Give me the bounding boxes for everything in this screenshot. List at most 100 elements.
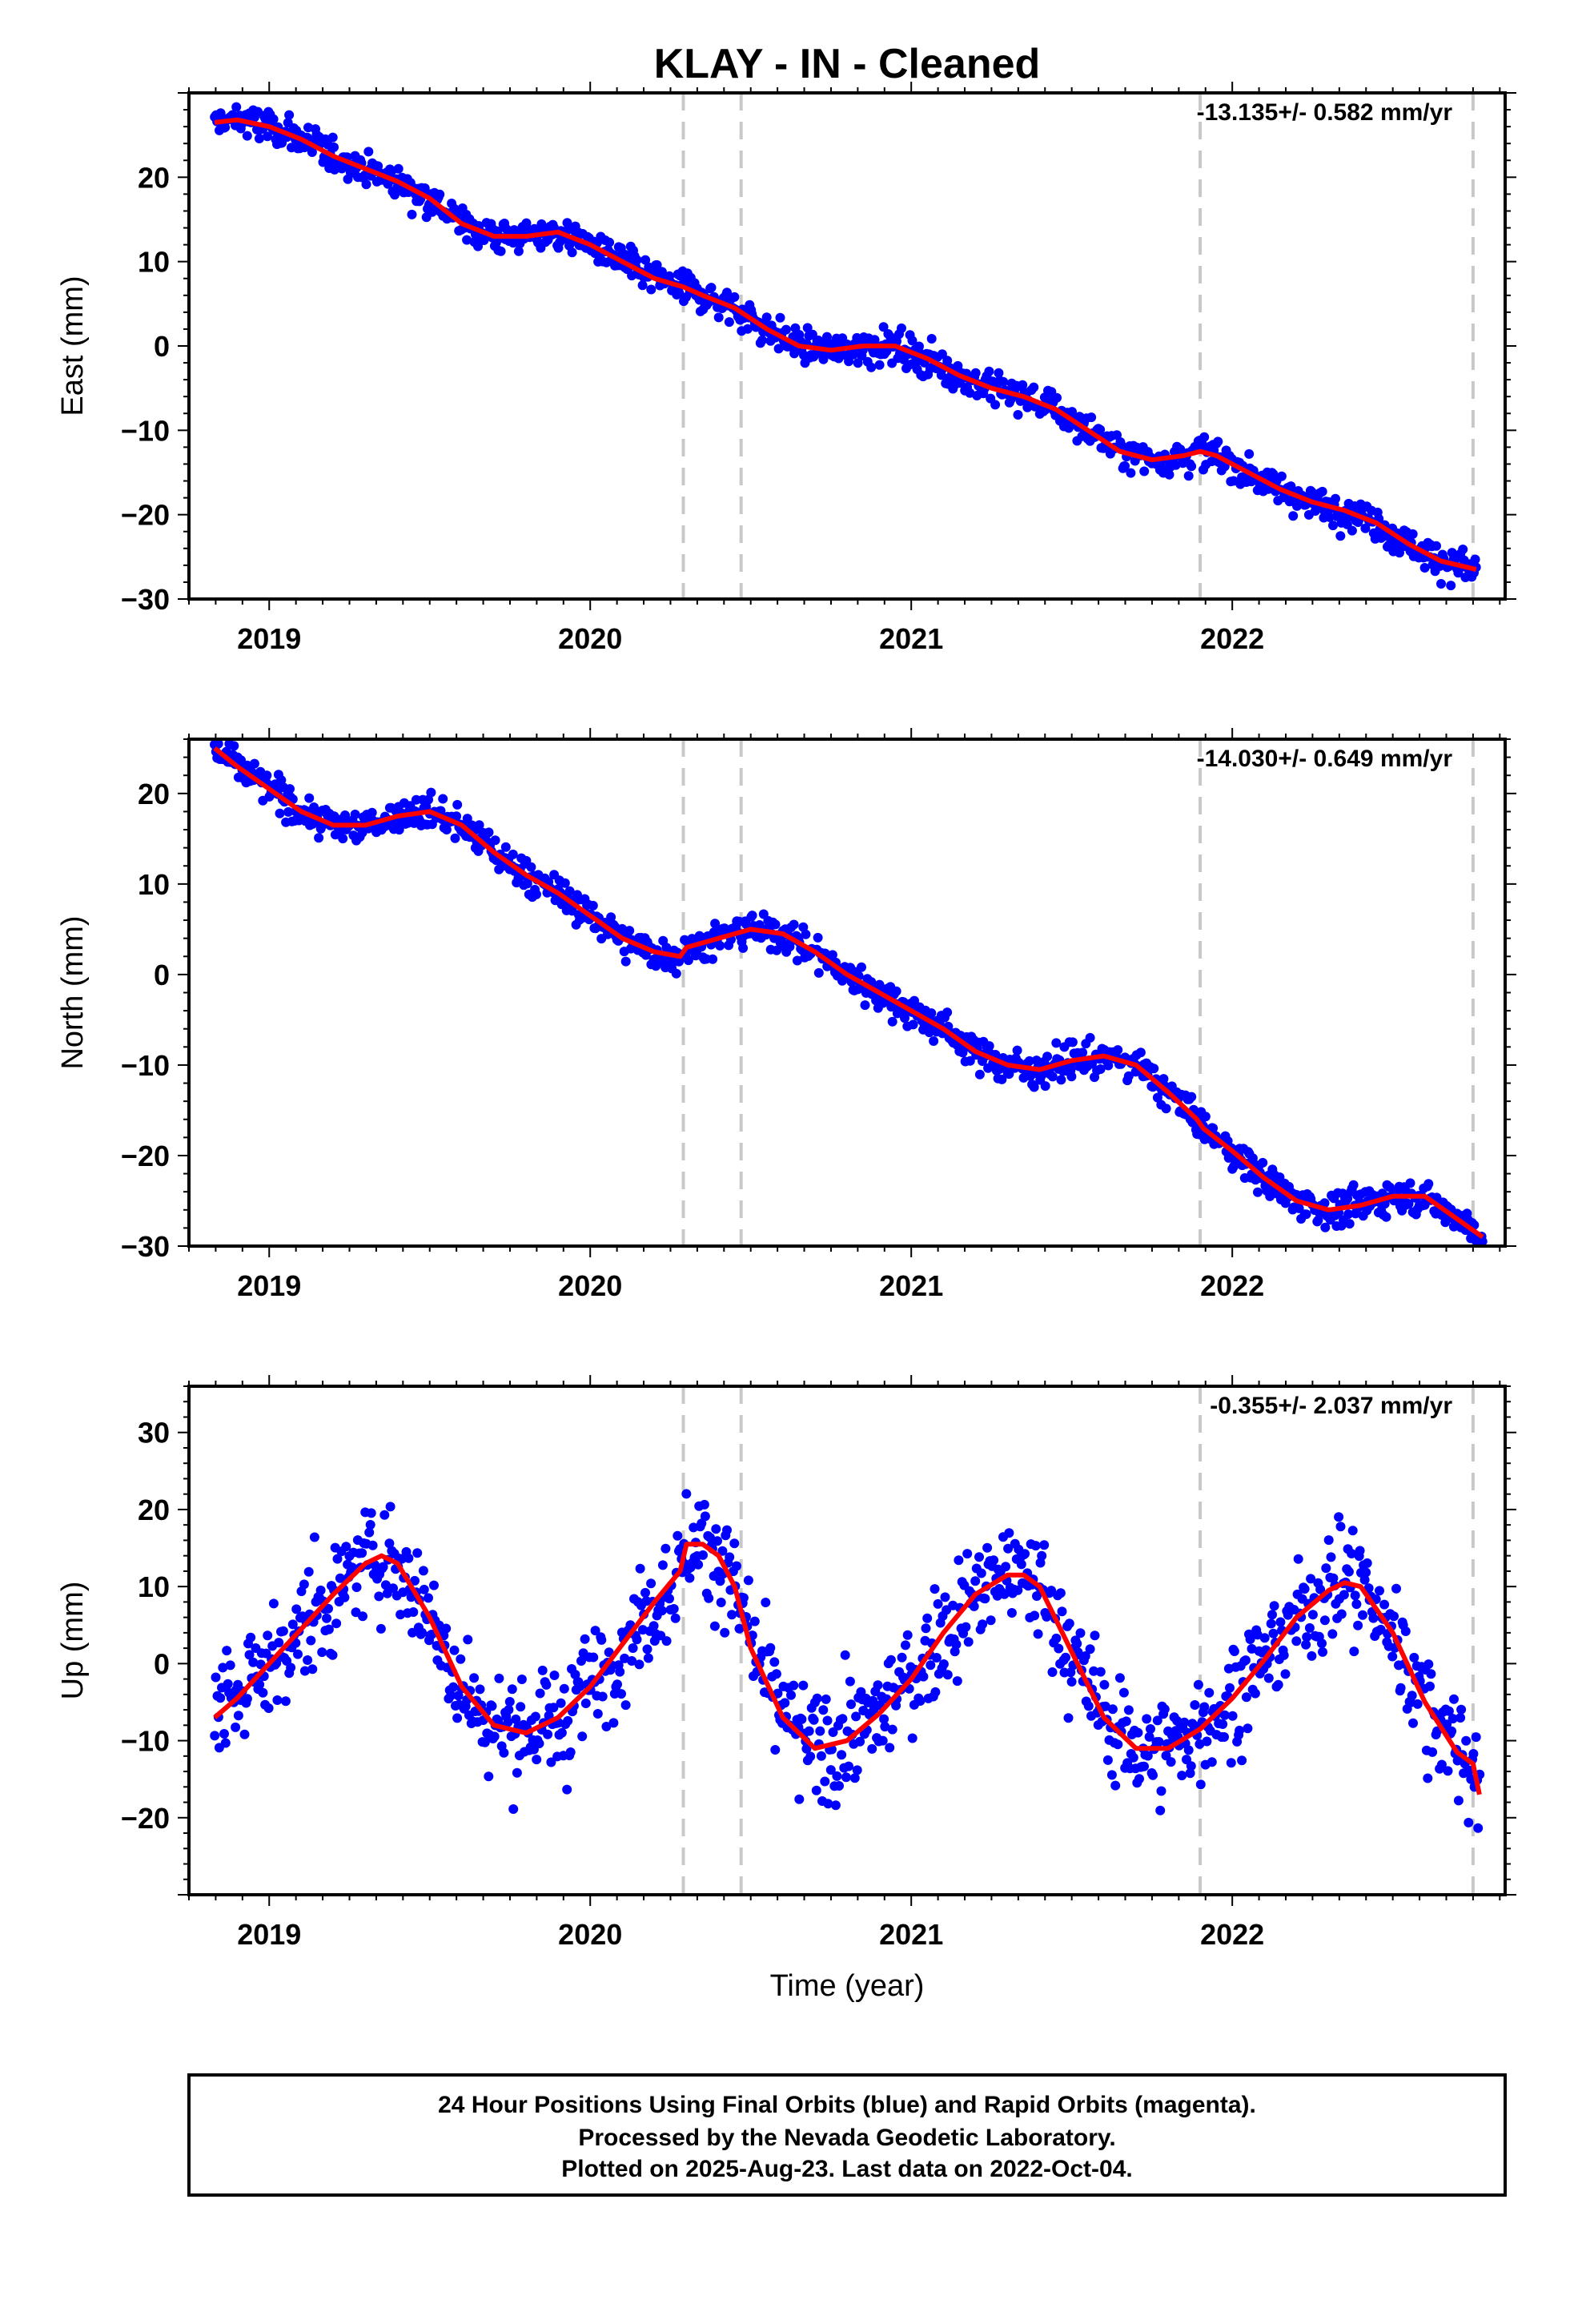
data-point xyxy=(887,1016,897,1027)
data-point xyxy=(926,334,937,344)
data-point xyxy=(942,1670,953,1680)
data-point xyxy=(1095,424,1106,435)
data-point xyxy=(246,1632,256,1642)
footer-line-2: Processed by the Nevada Geodetic Laborat… xyxy=(578,2125,1115,2151)
data-point xyxy=(717,1546,728,1556)
data-point xyxy=(1155,1805,1166,1815)
data-point xyxy=(1102,1755,1113,1765)
data-point xyxy=(338,834,348,844)
data-point xyxy=(999,1589,1010,1599)
data-point xyxy=(307,147,317,157)
data-point xyxy=(710,919,721,929)
data-point xyxy=(846,1699,856,1710)
data-point xyxy=(484,1771,494,1782)
data-point xyxy=(833,353,844,364)
data-point xyxy=(475,1684,485,1695)
data-point xyxy=(989,1555,999,1566)
data-point xyxy=(341,1542,351,1552)
data-point xyxy=(652,259,662,270)
data-point xyxy=(1064,1618,1074,1629)
data-point xyxy=(984,366,994,376)
data-point xyxy=(1442,1719,1452,1730)
data-point xyxy=(1471,1732,1481,1743)
data-point xyxy=(248,1657,259,1667)
y-tick-label: 30 xyxy=(138,1417,170,1449)
data-point xyxy=(1152,1715,1162,1726)
data-point xyxy=(840,1650,850,1660)
data-point xyxy=(429,1580,439,1590)
east-panel: 2019 2020 2021 2022 −30 −20 −10 0 10 20 East (mm) -… xyxy=(56,82,1516,655)
data-point xyxy=(504,1705,514,1715)
data-point xyxy=(769,1657,780,1667)
data-point xyxy=(822,332,832,342)
data-point xyxy=(588,900,598,911)
data-point xyxy=(1250,1688,1260,1699)
data-point xyxy=(970,1576,981,1586)
data-point xyxy=(1029,1082,1039,1092)
data-point xyxy=(897,1652,907,1663)
data-point xyxy=(418,1566,428,1576)
data-point xyxy=(812,1693,822,1703)
data-point xyxy=(830,1800,841,1811)
velocity-annotation: -14.030+/- 0.649 mm/yr xyxy=(1197,746,1453,772)
data-point xyxy=(1324,512,1335,522)
x-tick-label: 2020 xyxy=(558,1269,622,1302)
data-point xyxy=(1301,1209,1311,1220)
data-point xyxy=(564,886,575,896)
data-point xyxy=(390,190,400,200)
data-point xyxy=(849,1773,860,1783)
data-point xyxy=(1013,410,1023,420)
data-point xyxy=(693,1559,704,1570)
data-point xyxy=(380,1580,391,1590)
y-tick-label: −10 xyxy=(121,414,170,447)
data-point xyxy=(1241,1692,1251,1703)
data-point xyxy=(732,1561,741,1571)
data-point xyxy=(974,1552,984,1562)
data-point xyxy=(1039,1540,1050,1550)
data-point xyxy=(1347,1526,1358,1536)
data-point xyxy=(335,1573,345,1583)
data-point xyxy=(299,1579,309,1590)
data-point xyxy=(1095,1064,1106,1074)
data-point xyxy=(388,1583,398,1594)
data-point xyxy=(851,1711,861,1722)
data-point xyxy=(535,1688,545,1699)
data-point xyxy=(818,354,829,364)
data-point xyxy=(794,1794,805,1804)
data-point xyxy=(1347,525,1357,536)
data-point xyxy=(930,1687,941,1697)
data-point xyxy=(978,1619,988,1630)
data-point xyxy=(567,247,577,258)
data-point xyxy=(681,1489,692,1499)
data-point xyxy=(646,284,656,295)
data-point xyxy=(516,1675,527,1684)
data-point xyxy=(317,1647,327,1658)
data-point xyxy=(1307,1610,1318,1620)
data-point xyxy=(366,1508,376,1518)
data-point xyxy=(278,1626,288,1636)
data-point xyxy=(1213,436,1223,447)
x-tick-label: 2019 xyxy=(237,1918,301,1951)
data-point xyxy=(749,1616,760,1626)
data-point xyxy=(1047,1667,1058,1677)
data-point xyxy=(424,1593,433,1603)
data-point xyxy=(417,1627,427,1638)
data-point xyxy=(306,1635,316,1646)
data-point xyxy=(1095,1667,1106,1677)
data-point xyxy=(541,1679,552,1690)
data-point xyxy=(879,1714,889,1724)
data-point xyxy=(361,179,371,190)
data-point xyxy=(1128,1752,1138,1763)
data-point xyxy=(1395,1683,1406,1693)
data-point xyxy=(648,1621,659,1631)
data-point xyxy=(1144,1731,1154,1742)
data-point xyxy=(543,1729,553,1739)
data-point xyxy=(1335,1522,1346,1532)
data-point xyxy=(1012,1045,1022,1055)
x-tick-label: 2022 xyxy=(1200,1269,1264,1302)
data-point xyxy=(775,312,785,323)
data-points xyxy=(210,1489,1485,1833)
data-point xyxy=(1148,1770,1158,1780)
data-point xyxy=(1477,1236,1488,1247)
data-point xyxy=(674,287,685,298)
